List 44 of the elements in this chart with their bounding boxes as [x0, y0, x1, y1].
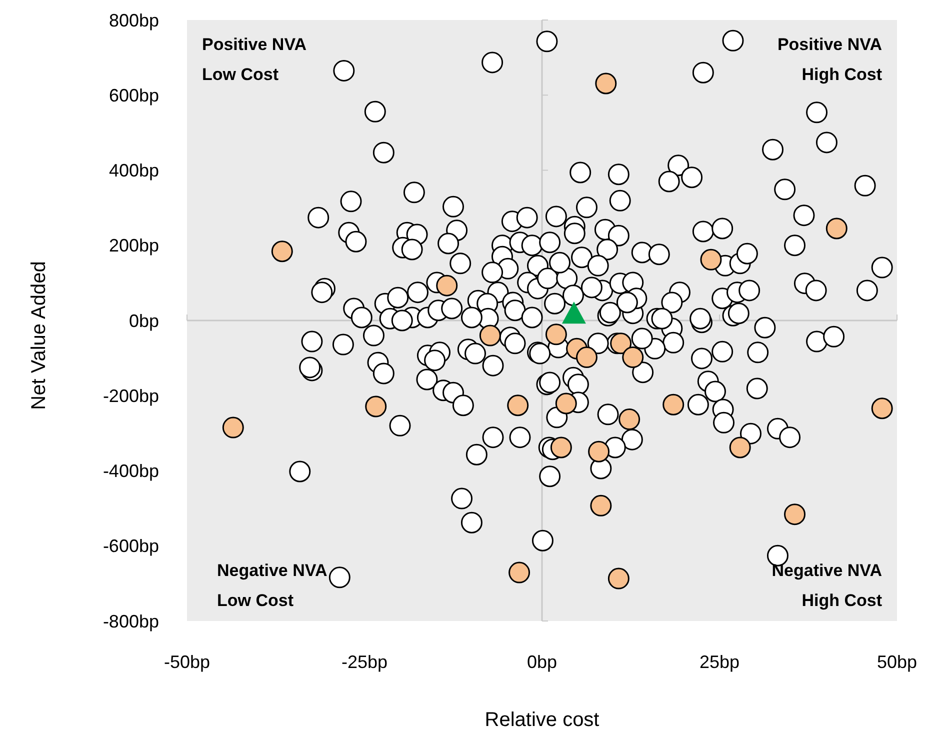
annotation: Positive NVA Low Cost: [202, 35, 307, 84]
point: [555, 392, 577, 414]
point: [222, 416, 244, 438]
point: [618, 408, 640, 430]
point: [550, 436, 572, 458]
x-tick-label: -50bp: [164, 652, 210, 672]
y-axis-title: Net Value Added: [28, 261, 50, 410]
point: [576, 346, 598, 368]
point: [545, 324, 567, 346]
y-tick-label: -200bp: [102, 386, 159, 406]
point: [608, 568, 630, 590]
point: [595, 72, 617, 94]
point: [436, 274, 458, 296]
point: [590, 494, 612, 516]
point: [507, 394, 529, 416]
y-tick-label: 200bp: [108, 236, 159, 256]
x-tick-label: 25bp: [699, 652, 740, 672]
y-tick-label: -600bp: [102, 536, 159, 556]
point: [365, 396, 387, 418]
y-tick-label: -400bp: [102, 461, 159, 482]
point: [271, 240, 293, 262]
x-tick-label: -25bp: [341, 652, 388, 672]
point: [479, 324, 501, 346]
point: [610, 332, 632, 354]
x-tick-label: 50bp: [876, 652, 918, 672]
x-axis-title: Relative cost: [484, 709, 600, 731]
point: [662, 394, 684, 416]
point: [700, 248, 722, 270]
point: [588, 440, 610, 462]
annotation: Positive NVA High Cost: [777, 35, 882, 84]
annotation: Negative NVA Low Cost: [217, 561, 328, 610]
point: [826, 218, 848, 240]
y-tick-label: 600bp: [108, 85, 159, 106]
x-tick-label: 0bp: [526, 652, 558, 672]
point: [729, 436, 751, 458]
y-tick-label: 0bp: [128, 310, 159, 331]
point: [508, 562, 530, 584]
point: [622, 346, 644, 368]
y-tick-label: 800bp: [108, 10, 159, 30]
y-tick-label: 400bp: [108, 160, 159, 181]
y-tick-label: -800bp: [102, 611, 159, 632]
point: [871, 398, 893, 420]
annotation: Negative NVA High Cost: [772, 561, 882, 610]
point: [784, 504, 806, 526]
